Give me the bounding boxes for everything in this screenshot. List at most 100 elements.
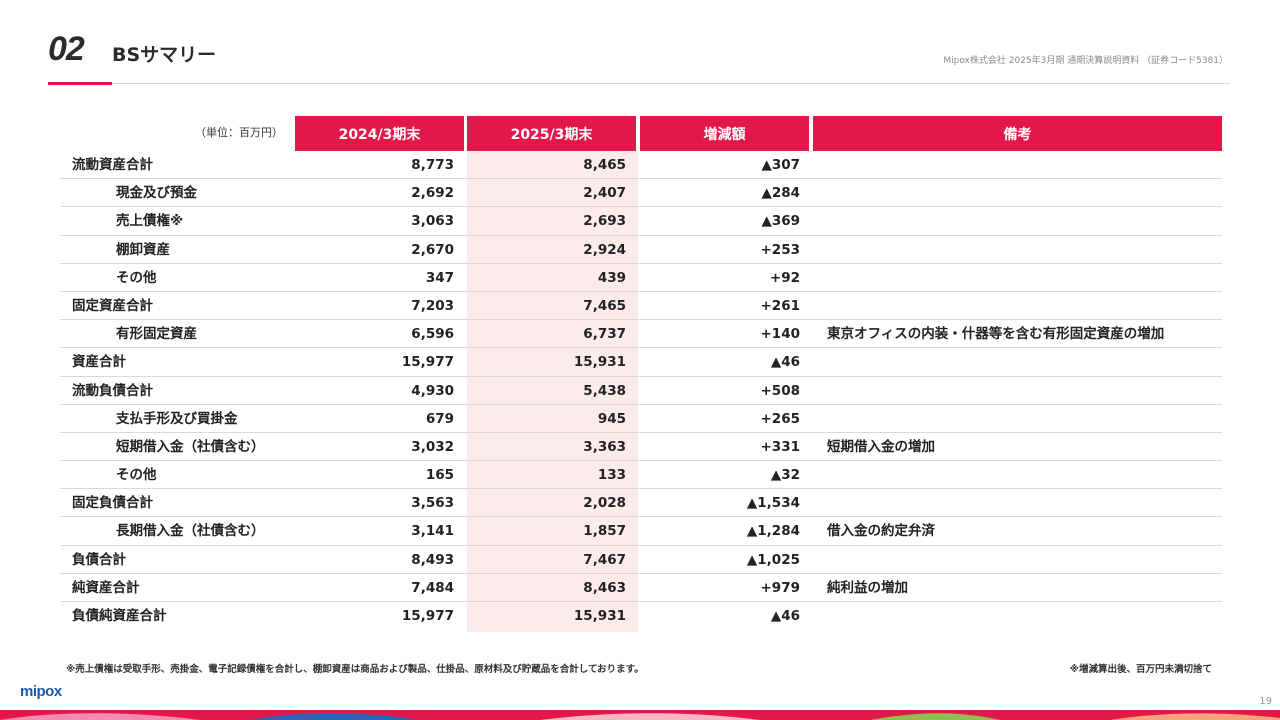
row-label: 売上債権※	[116, 213, 184, 230]
value-2024: 2,692	[411, 185, 454, 202]
value-2025: 133	[597, 467, 626, 484]
value-2025: 2,924	[583, 241, 626, 258]
value-diff: ▲46	[770, 608, 800, 624]
value-diff: +979	[760, 579, 801, 596]
row-label: 流動負債合計	[72, 382, 153, 399]
value-2024: 15,977	[401, 354, 454, 371]
row-note: 借入金の約定弁済	[827, 523, 935, 540]
company-line: Mipox株式会社 2025年3月期 通期決算説明資料 （証券コード5381）	[943, 56, 1228, 66]
row-label: 負債合計	[72, 551, 126, 568]
value-2025: 945	[597, 410, 626, 427]
value-diff: ▲284	[761, 185, 800, 202]
table-row: 固定負債合計 3,563 2,028 ▲1,534	[60, 489, 1222, 518]
value-2025: 2,028	[583, 495, 626, 512]
table-row: 負債純資産合計 15,977 15,931 ▲46	[60, 602, 1222, 630]
value-diff: +508	[760, 382, 801, 399]
table-row: 長期借入金（社債含む） 3,141 1,857 ▲1,284 借入金の約定弁済	[60, 517, 1222, 546]
table-row: 有形固定資産 6,596 6,737 +140 東京オフィスの内装・什器等を含む有形固定…	[60, 320, 1222, 349]
value-2024: 7,484	[411, 579, 454, 596]
value-2025: 439	[597, 269, 626, 286]
table-row: 資産合計 15,977 15,931 ▲46	[60, 348, 1222, 377]
row-label: 負債純資産合計	[72, 608, 167, 624]
value-2024: 6,596	[411, 326, 454, 343]
footer-decorative-band	[0, 710, 1280, 720]
table-row: 棚卸資産 2,670 2,924 +253	[60, 236, 1222, 264]
table-row: 負債合計 8,493 7,467 ▲1,025	[60, 546, 1222, 574]
value-2025: 6,737	[583, 326, 626, 343]
value-2024: 3,141	[411, 523, 454, 540]
row-label: 棚卸資産	[116, 241, 170, 258]
table-row: 固定資産合計 7,203 7,465 +261	[60, 292, 1222, 321]
value-2024: 3,563	[411, 495, 454, 512]
bs-table-body: 流動資産合計 8,773 8,465 ▲307 現金及び預金 2,692 2,407 ▲284…	[60, 151, 1222, 630]
row-label: 純資産合計	[72, 579, 140, 596]
row-note: 東京オフィスの内装・什器等を含む有形固定資産の増加	[827, 326, 1165, 343]
value-2024: 15,977	[401, 608, 454, 624]
value-2025: 8,463	[583, 579, 626, 596]
value-2024: 347	[425, 269, 454, 286]
table-row: 短期借入金（社債含む） 3,032 3,363 +331 短期借入金の増加	[60, 433, 1222, 462]
column-header-2024: 2024/3期末	[295, 116, 464, 151]
section-number: 02	[48, 30, 85, 68]
value-2024: 4,930	[411, 382, 454, 399]
value-diff: ▲369	[761, 213, 800, 230]
row-label: 現金及び預金	[116, 185, 197, 202]
value-2024: 8,773	[411, 157, 454, 173]
header-divider	[48, 83, 1230, 84]
row-label: 支払手形及び買掛金	[116, 410, 238, 427]
value-diff: ▲1,284	[746, 523, 800, 540]
page-number: 19	[1259, 696, 1272, 707]
row-note: 短期借入金の増加	[827, 438, 935, 455]
value-2024: 3,063	[411, 213, 454, 230]
footnote-right: ※増減算出後、百万円未満切捨て	[1069, 664, 1212, 675]
table-row: 流動資産合計 8,773 8,465 ▲307	[60, 151, 1222, 180]
table-row: 支払手形及び買掛金 679 945 +265	[60, 405, 1222, 433]
value-diff: +253	[760, 241, 801, 258]
row-label: 流動資産合計	[72, 157, 153, 173]
column-header-2025: 2025/3期末	[467, 116, 636, 151]
column-header-diff: 増減額	[640, 116, 809, 151]
value-diff: +331	[760, 438, 801, 455]
row-label: その他	[116, 269, 157, 286]
table-row: 流動負債合計 4,930 5,438 +508	[60, 377, 1222, 405]
row-label: 長期借入金（社債含む）	[116, 523, 265, 540]
value-diff: ▲307	[761, 157, 800, 173]
row-label: 固定資産合計	[72, 297, 153, 314]
value-diff: ▲46	[770, 354, 800, 371]
value-2024: 165	[425, 467, 454, 484]
header-accent-bar	[48, 82, 112, 85]
row-label: 有形固定資産	[116, 326, 197, 343]
row-label: 固定負債合計	[72, 495, 153, 512]
value-2025: 2,407	[583, 185, 626, 202]
value-2024: 8,493	[411, 551, 454, 568]
unit-label: （単位：百万円）	[195, 126, 283, 139]
value-diff: ▲1,025	[746, 551, 800, 568]
value-diff: ▲1,534	[746, 495, 800, 512]
table-row: その他 347 439 +92	[60, 264, 1222, 292]
value-2025: 8,465	[583, 157, 626, 173]
column-highlight-2025	[467, 151, 638, 632]
value-2024: 2,670	[411, 241, 454, 258]
value-2025: 7,467	[583, 551, 626, 568]
table-row: 現金及び預金 2,692 2,407 ▲284	[60, 179, 1222, 208]
value-2024: 3,032	[411, 438, 454, 455]
value-2025: 1,857	[583, 523, 626, 540]
column-header-note: 備考	[813, 116, 1222, 151]
table-row: その他 165 133 ▲32	[60, 461, 1222, 490]
value-diff: +265	[760, 410, 801, 427]
row-label: 短期借入金（社債含む）	[116, 438, 265, 455]
value-diff: ▲32	[770, 467, 800, 484]
table-row: 純資産合計 7,484 8,463 +979 純利益の増加	[60, 574, 1222, 602]
value-2025: 5,438	[583, 382, 626, 399]
value-diff: +140	[760, 326, 801, 343]
value-diff: +92	[769, 269, 800, 286]
value-2024: 679	[425, 410, 454, 427]
value-2025: 2,693	[583, 213, 626, 230]
value-diff: +261	[760, 297, 801, 314]
row-label: 資産合計	[72, 354, 126, 371]
table-row: 売上債権※ 3,063 2,693 ▲369	[60, 207, 1222, 236]
value-2025: 7,465	[583, 297, 626, 314]
value-2025: 15,931	[573, 354, 626, 371]
value-2025: 3,363	[583, 438, 626, 455]
footnote-left: ※売上債権は受取手形、売掛金、電子記録債権を合計し、棚卸資産は商品および製品、仕…	[66, 664, 644, 675]
